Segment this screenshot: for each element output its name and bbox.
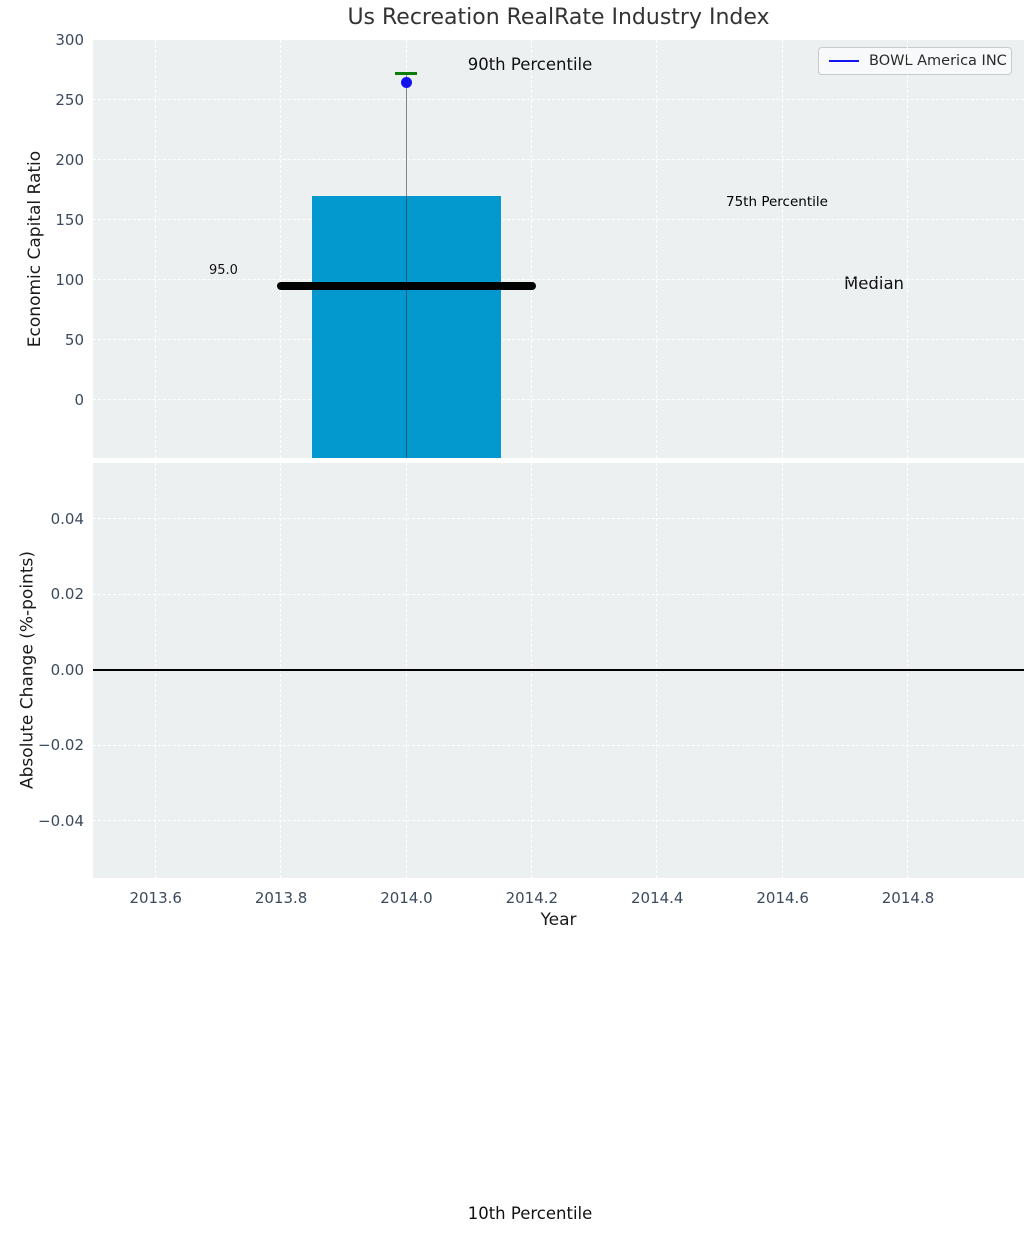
gridline-vertical xyxy=(907,40,909,458)
zero-line xyxy=(93,669,1024,671)
whisker-line xyxy=(405,73,408,458)
y-tick-label: 150 xyxy=(55,211,84,230)
gridline-horizontal xyxy=(93,339,1024,341)
gridline-horizontal xyxy=(93,219,1024,221)
gridline-horizontal xyxy=(93,399,1024,401)
y-tick-label: 300 xyxy=(55,31,84,49)
y-tick-label: 100 xyxy=(55,271,84,290)
y-tick-label: 250 xyxy=(55,91,84,109)
gridline-horizontal xyxy=(93,159,1024,161)
y-tick-label: 0 xyxy=(74,391,84,410)
legend-label: BOWL America INC xyxy=(869,53,1007,69)
y-tick-label: 50 xyxy=(64,331,84,350)
annotation-75th-percentile: 75th Percentile xyxy=(726,194,828,210)
annotation-median-value: 95.0 xyxy=(209,263,238,278)
y-tick-label: 200 xyxy=(55,151,84,169)
p90-tick-marker xyxy=(395,72,418,76)
y-tick-label: 0.04 xyxy=(50,509,84,528)
y-tick-label: −0.02 xyxy=(38,736,84,755)
gridline-horizontal xyxy=(93,744,1024,746)
annotation-90th-percentile: 90th Percentile xyxy=(467,55,593,74)
y-tick-label: 0.00 xyxy=(50,660,84,679)
x-tick-label: 2014.6 xyxy=(756,889,809,907)
company-data-point xyxy=(400,76,412,88)
legend: BOWL America INC xyxy=(818,47,1012,75)
y-tick-label: −0.04 xyxy=(38,811,84,830)
legend-line-swatch xyxy=(829,60,859,62)
annotation-10th-percentile: 10th Percentile xyxy=(467,1204,593,1223)
median-line xyxy=(277,282,536,291)
x-tick-label: 2014.4 xyxy=(630,889,684,907)
y-tick-label: 0.02 xyxy=(50,585,84,604)
gridline-horizontal xyxy=(93,518,1024,520)
x-tick-label: 2014.2 xyxy=(505,889,559,907)
x-tick-label: 2013.8 xyxy=(254,889,308,907)
gridline-horizontal xyxy=(93,99,1024,101)
annotation-median: Median xyxy=(844,274,905,293)
gridline-horizontal xyxy=(93,593,1024,595)
x-tick-label: 2013.6 xyxy=(129,889,182,907)
gridline-vertical xyxy=(656,40,658,458)
gridline-vertical xyxy=(531,40,533,458)
gridline-vertical xyxy=(781,40,783,458)
top-axes xyxy=(93,40,1024,458)
gridline-horizontal xyxy=(93,279,1024,281)
gridline-vertical xyxy=(280,40,282,458)
gridline-horizontal xyxy=(93,820,1024,822)
x-tick-label: 2014.8 xyxy=(881,889,935,907)
gridline-vertical xyxy=(154,40,156,458)
x-axis-label: Year xyxy=(540,910,577,930)
chart-title: Us Recreation RealRate Industry Index xyxy=(347,5,770,30)
x-tick-label: 2014.0 xyxy=(380,889,433,907)
